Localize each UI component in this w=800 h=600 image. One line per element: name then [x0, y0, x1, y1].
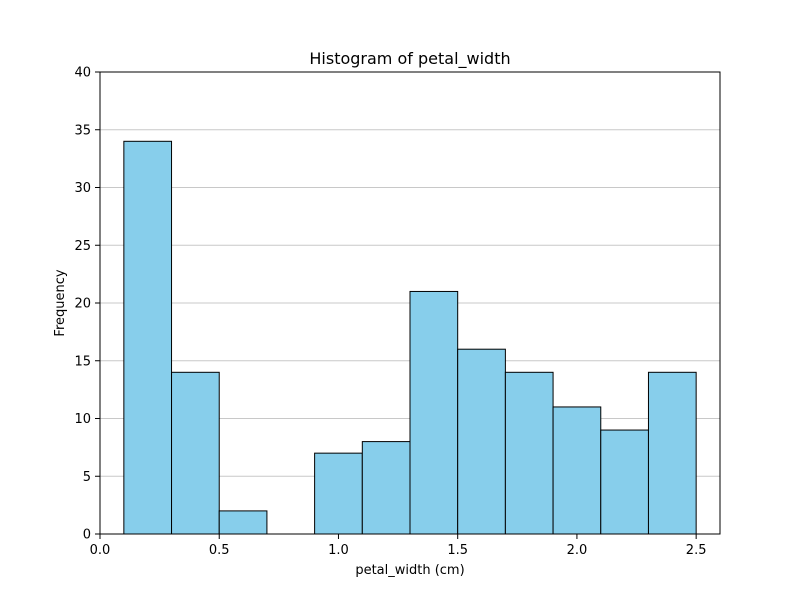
y-tick-label: 5 — [83, 470, 91, 485]
histogram-bar — [647, 371, 697, 535]
y-tick-label: 15 — [74, 354, 91, 369]
histogram-bar — [552, 406, 602, 535]
histogram-bar — [361, 441, 411, 535]
histogram-bar — [504, 371, 554, 535]
y-tick-label: 30 — [74, 181, 91, 196]
x-tick-label: 1.5 — [447, 543, 468, 558]
x-tick-label: 0.0 — [90, 543, 111, 558]
x-axis-ticks: 0.0 0.5 1.0 1.5 2.0 2.5 — [90, 534, 707, 558]
y-axis-ticks: 0 5 10 15 20 25 30 35 40 — [74, 66, 100, 543]
y-tick-label: 40 — [74, 66, 91, 81]
histogram-bar — [409, 290, 459, 535]
histogram-bar — [123, 140, 173, 535]
chart-title: Histogram of petal_width — [309, 49, 510, 69]
histogram-bar — [314, 452, 363, 535]
y-tick-label: 20 — [74, 297, 91, 312]
histogram-bar — [600, 429, 649, 535]
x-tick-label: 1.0 — [328, 543, 349, 558]
histogram-bar — [218, 510, 268, 535]
x-tick-label: 0.5 — [209, 543, 230, 558]
x-tick-label: 2.5 — [686, 543, 707, 558]
x-tick-label: 2.0 — [567, 543, 588, 558]
x-axis-label: petal_width (cm) — [355, 563, 464, 578]
y-tick-label: 35 — [74, 123, 91, 138]
y-tick-label: 0 — [83, 528, 91, 543]
histogram-bar — [457, 348, 506, 535]
histogram-bar — [171, 371, 220, 535]
bar-layer — [123, 140, 697, 535]
y-axis-label: Frequency — [53, 269, 68, 336]
y-tick-label: 10 — [74, 412, 91, 427]
y-tick-label: 25 — [74, 239, 91, 254]
